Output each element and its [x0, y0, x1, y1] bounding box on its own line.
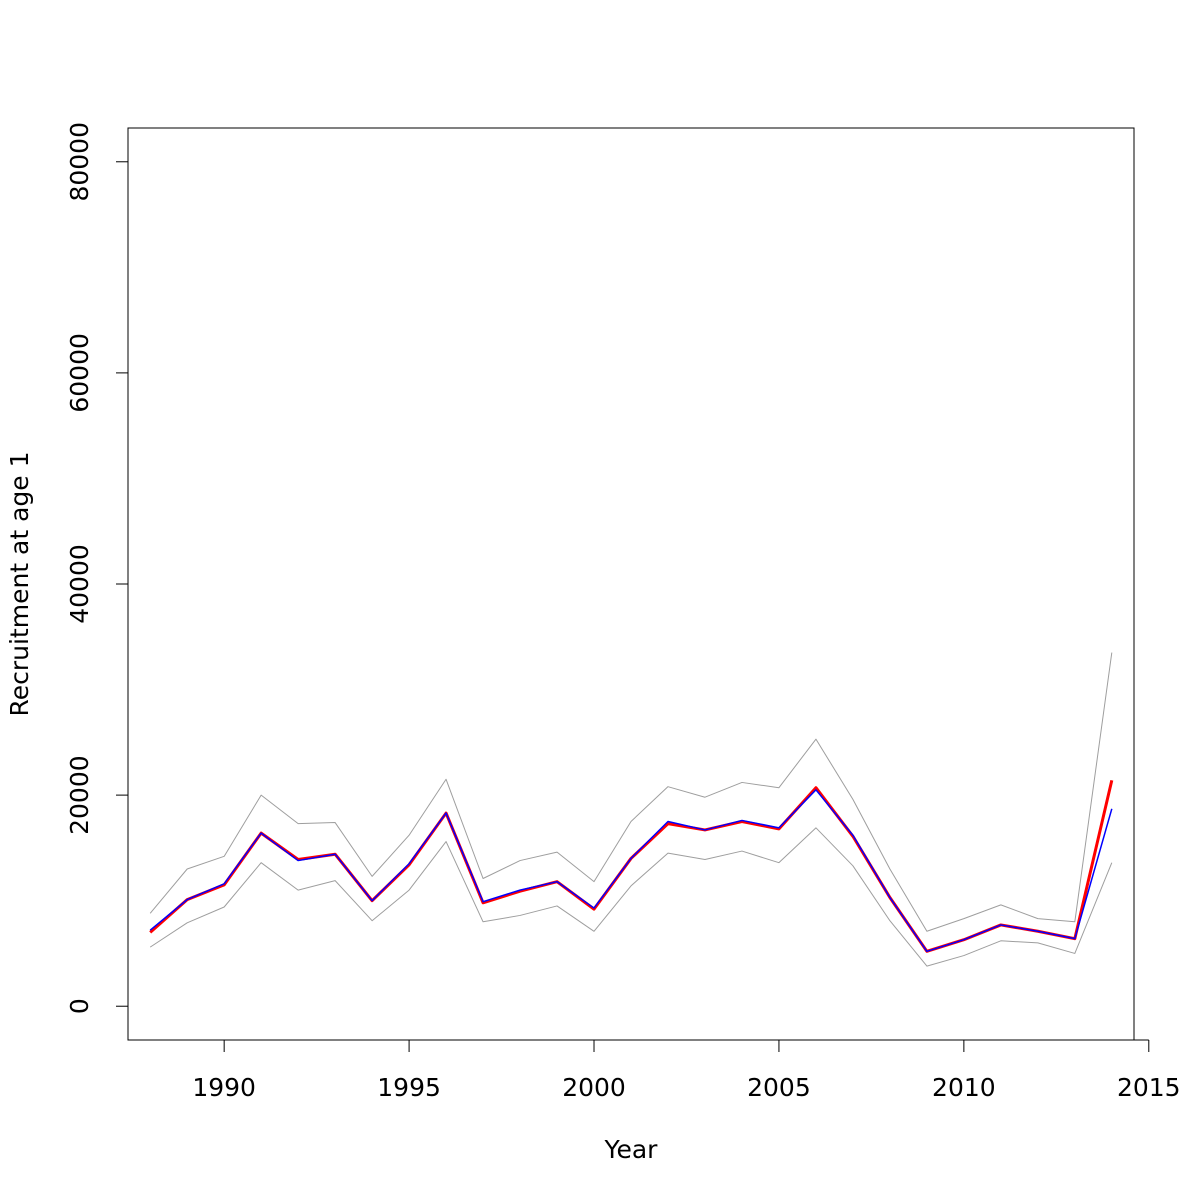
series-line-3 [149, 779, 1114, 953]
series-line-1 [149, 652, 1113, 932]
x-axis-title: Year [604, 1135, 659, 1164]
y-tick-label: 80000 [65, 122, 94, 202]
x-tick-label: 2010 [932, 1073, 996, 1102]
series-layer [149, 652, 1114, 967]
x-axis: 1990 1995 2000 2005 2010 2015 [192, 1039, 1181, 1102]
y-tick-label: 40000 [65, 544, 94, 624]
series-line-2 [149, 827, 1113, 967]
x-tick-label: 1995 [377, 1073, 441, 1102]
x-tick-label: 2005 [747, 1073, 811, 1102]
y-axis: 0 20000 40000 60000 80000 [65, 122, 129, 1014]
y-axis-title: Recruitment at age 1 [5, 451, 34, 716]
series-line-4 [149, 789, 1113, 953]
y-tick-label: 0 [65, 998, 94, 1014]
plot-frame [127, 127, 1135, 1041]
y-tick-label: 20000 [65, 755, 94, 835]
y-tick-label: 60000 [65, 333, 94, 413]
x-tick-label: 1990 [192, 1073, 256, 1102]
x-tick-label: 2015 [1117, 1073, 1181, 1102]
x-tick-label: 2000 [562, 1073, 626, 1102]
